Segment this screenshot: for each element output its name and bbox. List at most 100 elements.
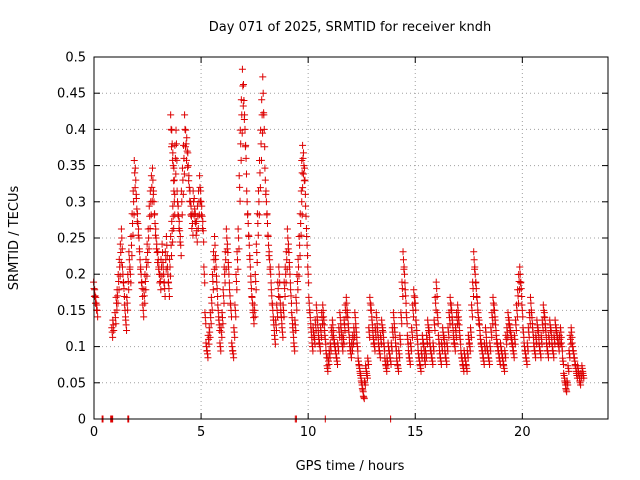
data-point [251,271,259,279]
data-point [140,313,148,321]
data-point [169,238,177,246]
data-point [192,231,200,239]
data-point [134,220,142,228]
data-point [296,241,304,249]
data-point [328,316,336,324]
data-point [115,277,123,285]
data-point [337,324,345,332]
data-point [410,292,418,300]
data-point [286,263,294,271]
data-point [463,367,471,375]
data-point [397,340,405,348]
y-tick-label: 0.25 [57,232,86,247]
data-point [447,301,455,309]
data-point [185,183,193,191]
data-point [383,367,391,375]
data-point [358,385,366,393]
data-point [225,279,233,287]
data-point [161,248,169,256]
data-point [151,210,159,218]
data-point [181,111,189,119]
data-point [303,233,311,241]
data-point [207,320,215,328]
data-point [182,126,190,134]
data-point [206,333,214,341]
data-point [444,347,452,355]
data-point [233,256,241,264]
data-point [468,313,476,321]
data-point [186,197,194,205]
data-point [244,210,252,218]
data-point [257,156,265,164]
data-point [419,339,427,347]
data-point [336,309,344,317]
data-point [252,277,260,285]
data-point [199,227,207,235]
data-point [281,292,289,300]
data-point [178,164,186,172]
data-point [396,331,404,339]
data-point [352,324,360,332]
data-point [504,309,512,317]
data-point [209,286,217,294]
data-point [295,272,303,280]
data-point [297,220,305,228]
data-point [340,340,348,348]
data-point [274,313,282,321]
data-point [220,292,228,300]
data-point [181,143,189,151]
data-point [395,347,403,355]
data-point [508,339,516,347]
y-tick-label: 0 [78,413,86,428]
data-point [132,176,140,184]
data-point [399,248,407,256]
data-point [262,187,270,195]
data-point [178,211,186,219]
data-point [125,248,133,256]
data-point [170,176,178,184]
data-point [408,324,416,332]
data-point [306,309,314,317]
data-point [535,339,543,347]
chart-title: Day 071 of 2025, SRMTID for receiver knd… [209,20,491,35]
data-point [117,225,125,233]
data-point [224,263,232,271]
data-point [207,293,215,301]
data-point [250,301,258,309]
data-point [524,347,532,355]
data-point [278,324,286,332]
data-point [523,361,531,369]
data-point [534,324,542,332]
data-point [143,240,151,248]
data-point [226,292,234,300]
data-point [122,316,130,324]
data-point [214,292,222,300]
data-point [454,301,462,309]
data-point [467,333,475,341]
data-point [359,392,367,400]
data-point [470,248,478,256]
data-point [471,270,479,278]
data-point [210,248,218,256]
data-point [152,225,160,233]
y-tick-label: 0.45 [57,87,86,102]
data-point [390,324,398,332]
data-point [302,212,310,220]
data-point [276,279,284,287]
data-point [217,324,225,332]
data-point [354,347,362,355]
data-point [429,361,437,369]
data-point [219,286,227,294]
data-point [312,301,320,309]
data-point [247,285,255,293]
data-point [184,149,192,157]
data-point [334,361,342,369]
data-point [185,172,193,180]
data-point [366,293,374,301]
data-point [267,270,275,278]
data-point [536,347,544,355]
data-point [298,169,306,177]
data-point [176,233,184,241]
data-point [389,309,397,317]
data-point [183,147,191,155]
